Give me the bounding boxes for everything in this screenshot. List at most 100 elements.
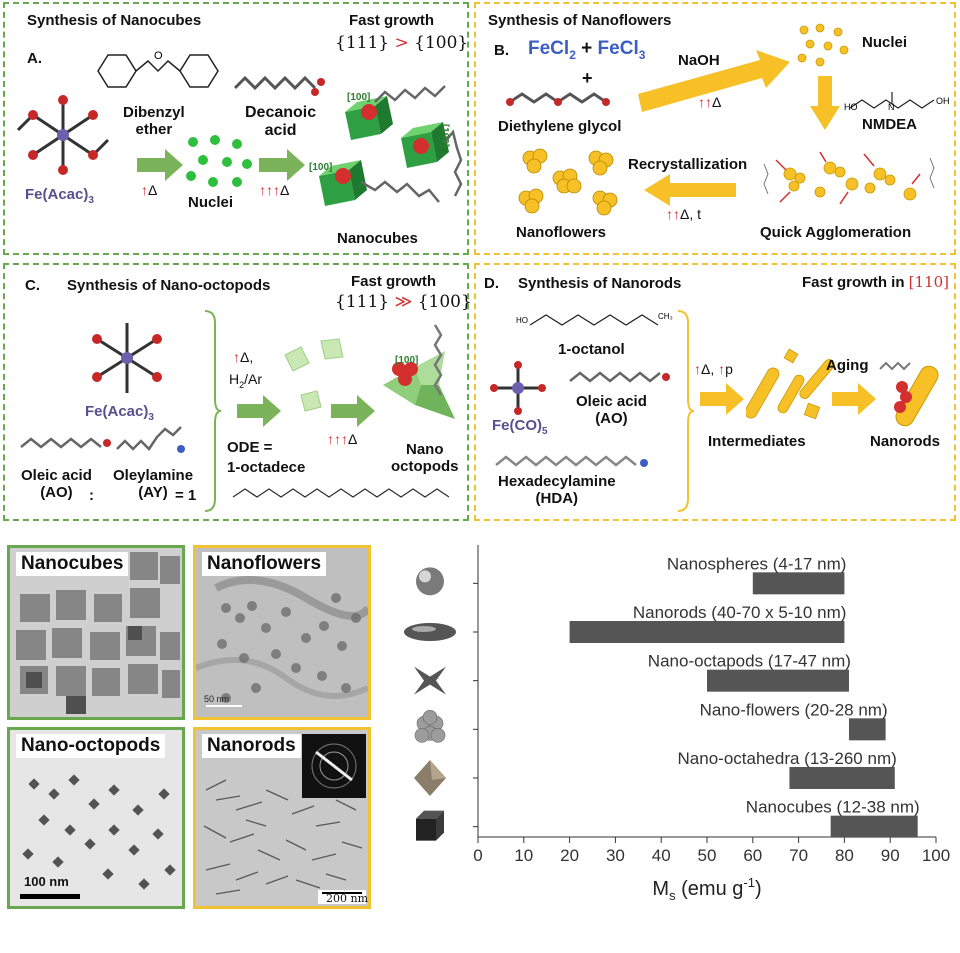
panel-c-heat: ↑Δ, [233, 349, 254, 365]
panel-d-conditions: ↑Δ, ↑p [694, 361, 733, 377]
facet-label: [100] [347, 92, 371, 103]
sphere-icon [416, 567, 444, 596]
fe-co5-molecule-icon [490, 361, 546, 415]
micrograph-nanocubes: Nanocubes [7, 545, 185, 720]
panel-c-heat-2: ↑↑↑Δ [327, 431, 358, 447]
octanol-structure-icon: HO CH₃ [516, 312, 673, 326]
flower-icon [414, 710, 446, 743]
bracket-icon [677, 310, 695, 512]
octopod-particles-image [10, 730, 182, 906]
panel-b-base: NaOH [678, 52, 720, 69]
facet-label: [100] [395, 355, 419, 366]
svg-text:HO: HO [844, 102, 858, 112]
nanorod-texture-image [196, 730, 368, 906]
x-tick-label: 80 [835, 846, 854, 865]
panel-b-title: Synthesis of Nanoflowers [488, 12, 672, 29]
agglomeration-icon [763, 151, 935, 205]
octadecene-structure-icon [232, 488, 450, 498]
cube-grid-image [10, 548, 182, 717]
panel-d-ligand-2: Hexadecylamine (HDA) [498, 473, 616, 508]
range-bar [569, 621, 845, 643]
svg-text:N: N [888, 102, 895, 112]
micrograph-label: Nanocubes [16, 552, 129, 576]
arrow-right-icon [137, 149, 183, 181]
arrow-diagonal-icon [638, 50, 790, 112]
range-bar [752, 572, 845, 595]
octahedron-icon [414, 760, 446, 796]
x-tick-label: 60 [743, 846, 762, 865]
range-bar [830, 815, 918, 838]
yellow-nanoflowers-icon [518, 148, 618, 216]
facet-label: [100] [309, 162, 333, 173]
panel-a-ligand: Decanoic acid [245, 104, 317, 140]
panel-a-heat-2: ↑↑↑Δ [259, 182, 290, 198]
svg-text:CH₃: CH₃ [658, 312, 673, 321]
octapod-icon [414, 666, 446, 695]
bar-label: Nanospheres (4-17 nm) [667, 554, 847, 573]
light-cubes-icon [284, 338, 344, 412]
oleylamine-structure-icon [116, 426, 185, 453]
panel-c-solvent-2: 1-octadece [227, 459, 306, 476]
ellipsoid-icon [404, 623, 456, 641]
panel-d-fast-growth: Fast growth in [110] [802, 273, 950, 291]
panel-b-product: Nanoflowers [516, 224, 607, 241]
arrow-right-icon [832, 383, 876, 415]
panel-a-letter: A. [27, 50, 42, 67]
range-bar [707, 669, 849, 692]
bar-label: Nanocubes (12-38 nm) [746, 798, 920, 817]
x-tick-label: 70 [789, 846, 808, 865]
panel-c-title: Synthesis of Nano-octopods [67, 277, 271, 294]
intermediates-icon [746, 348, 835, 420]
panel-a-nanocubes: Synthesis of Nanocubes A. Fast growth {1… [3, 2, 469, 255]
bar-label: Nanorods (40-70 x 5-10 nm) [633, 603, 847, 622]
panel-a-facets: {111} > {100} [335, 33, 469, 53]
x-axis-label: Ms (emu g-1) [652, 875, 761, 903]
range-bar [789, 767, 895, 789]
panel-d-intermediates: Intermediates [708, 433, 806, 450]
panel-c-solvent-1: ODE = [227, 439, 273, 456]
micrograph-label: Nanoflowers [202, 552, 327, 576]
panel-c-ratio-sep: : [89, 487, 94, 504]
arrow-right-icon [331, 395, 375, 427]
panel-a-precursor: Fe(Acac)3 [25, 186, 94, 206]
panel-d-aging: Aging [826, 357, 869, 374]
panel-c-ratio-end: = 1 [175, 487, 197, 504]
micrograph-label: Nanorods [202, 734, 301, 758]
svg-text:OH: OH [936, 96, 950, 106]
micrograph-nanorods: Nanorods 200 nm [193, 727, 371, 909]
panel-b-nuclei: Nuclei [862, 34, 908, 51]
svg-text:HO: HO [516, 316, 528, 325]
arrow-down-icon [810, 76, 840, 130]
panel-b-heat-2: ↑↑Δ, t [666, 206, 702, 222]
panel-b-agglomeration: Quick Agglomeration [760, 224, 912, 241]
panel-d-precursor: Fe(CO)5 [492, 417, 548, 437]
panel-d-product: Nanorods [870, 433, 941, 450]
nanorod-icon [879, 361, 939, 427]
panel-d-alcohol: 1-octanol [558, 341, 625, 358]
panel-b-solvent: Diethylene glycol [498, 118, 622, 135]
green-cubes-icon [319, 85, 463, 206]
micrograph-nano-octopods: Nano-octopods 100 nm [7, 727, 185, 909]
micrograph-label: Nano-octopods [16, 734, 166, 758]
cube-icon [416, 810, 444, 841]
magnetization-range-chart: 0 10 20 30 40 50 60 70 80 90 100 Nanospheres (4-17 … [404, 545, 950, 903]
diethylene-glycol-structure-icon [506, 92, 610, 106]
panel-a-nuclei: Nuclei [188, 194, 234, 211]
bar-label: Nano-flowers (20-28 nm) [700, 700, 888, 719]
flower-cluster-image [196, 548, 368, 717]
bracket-icon [204, 310, 222, 512]
scale-bar-label: 100 nm [24, 874, 69, 889]
panel-b-heat: ↑↑Δ [698, 94, 722, 110]
panel-b-nanoflowers: Synthesis of Nanoflowers B. FeCl2 + FeCl… [474, 2, 956, 255]
octopod-icon [383, 324, 455, 419]
x-tick-label: 50 [698, 846, 717, 865]
plus-sign: + [582, 68, 593, 88]
panel-a-product: Nanocubes [337, 230, 418, 247]
hexadecylamine-structure-icon [495, 455, 648, 467]
arrow-left-icon [644, 174, 736, 206]
panel-a-solvent: Dibenzyl ether [123, 104, 185, 139]
micrograph-nanoflowers: Nanoflowers 50 nm [193, 545, 371, 720]
scale-bar-label: 200 nm [326, 892, 369, 905]
arrow-right-icon [259, 149, 305, 181]
x-tick-label: 90 [881, 846, 900, 865]
